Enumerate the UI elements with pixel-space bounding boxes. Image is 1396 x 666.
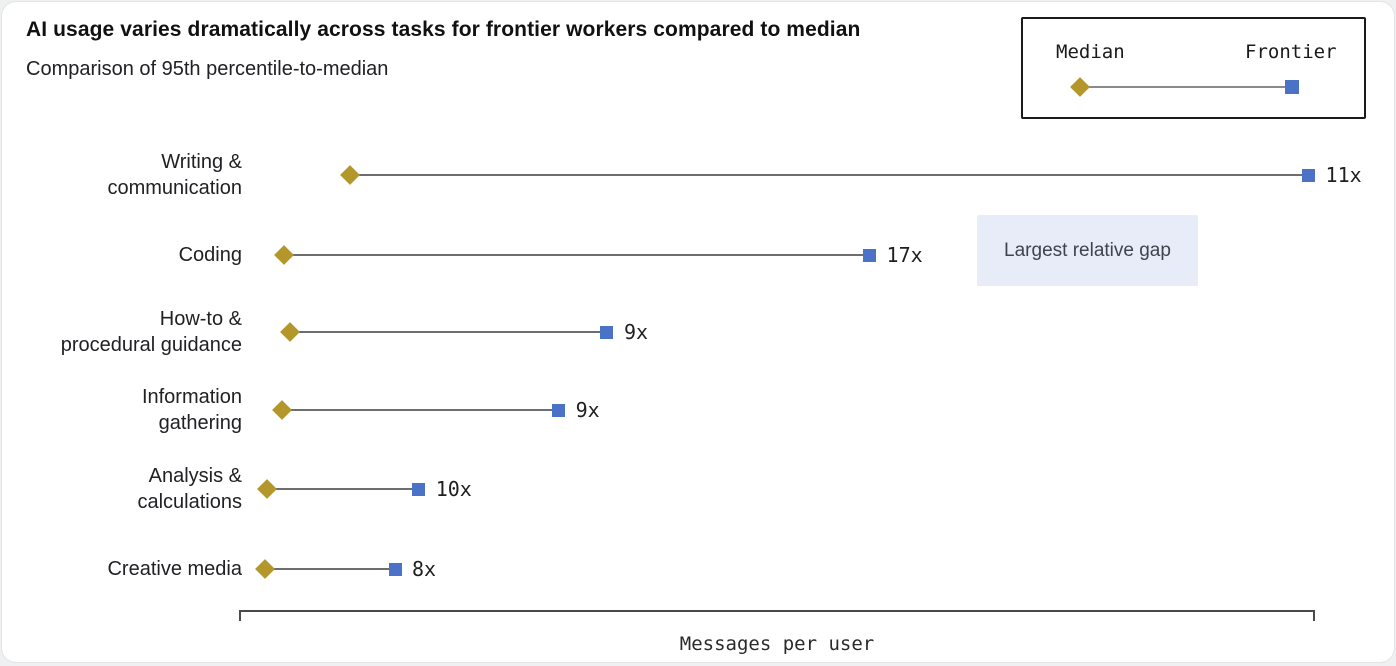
median-diamond-marker [254,559,275,579]
legend-median-label: Median [1056,41,1125,63]
annotation-largest-gap: Largest relative gap [977,215,1198,286]
ratio-value-label: 17x [886,243,923,267]
frontier-square-marker [863,248,877,262]
dumbbell-connector-line [284,254,870,256]
median-diamond-marker [339,165,360,185]
x-axis-label: Messages per user [679,633,875,655]
legend: Median Frontier [1021,17,1366,119]
ratio-value-label: 10x [435,477,472,501]
dumbbell-connector-line [264,568,395,570]
frontier-square-marker [388,562,402,576]
dumbbell-connector-line [349,174,1309,176]
dumbbell-connector-line [266,488,419,490]
ratio-value-label: 9x [575,398,600,422]
category-label: Coding [178,244,242,266]
ratio-value-label: 11x [1325,163,1362,187]
frontier-square-marker [552,403,566,417]
category-label: Creative media [107,558,242,580]
median-diamond-marker [257,479,277,499]
median-diamond-icon [1070,77,1090,97]
legend-frontier-label: Frontier [1245,41,1337,63]
chart-subtitle: Comparison of 95th percentile-to-median [26,58,389,80]
dumbbell-connector-line [282,409,559,411]
chart-title: AI usage varies dramatically across task… [26,18,861,41]
x-axis-left-tick [239,610,241,621]
median-diamond-marker [272,400,292,420]
legend-connector-line [1080,86,1292,88]
category-label: Information gathering [141,386,242,434]
category-label: How-to & procedural guidance [60,308,242,356]
ratio-value-label: 8x [412,557,437,581]
x-axis-line [239,610,1315,612]
frontier-square-marker [1302,168,1316,182]
median-diamond-marker [274,245,295,265]
frontier-square-marker [600,325,614,339]
category-label: Analysis & calculations [137,465,242,513]
ratio-value-label: 9x [623,320,649,344]
frontier-square-icon [1285,80,1299,94]
frontier-square-marker [412,482,426,496]
category-label: Writing & communication [107,151,242,199]
x-axis-right-tick [1313,610,1315,621]
dumbbell-connector-line [289,331,607,333]
median-diamond-marker [279,322,300,342]
